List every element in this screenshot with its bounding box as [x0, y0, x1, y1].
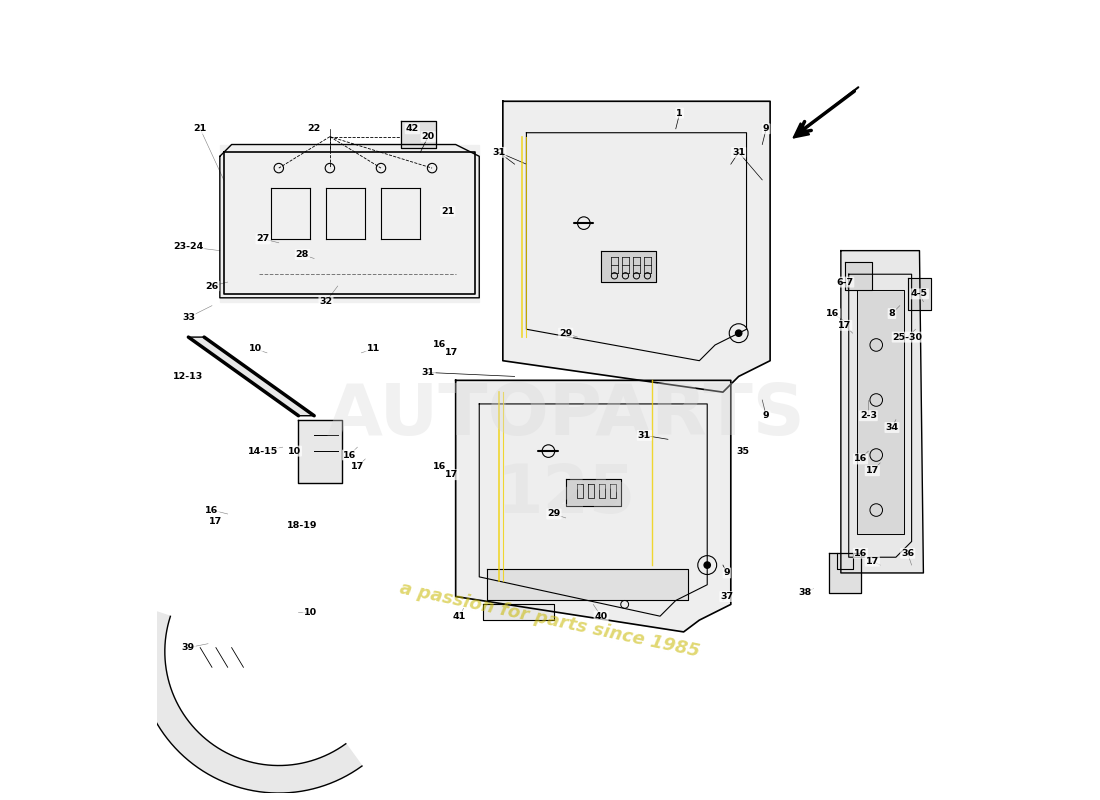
- Text: 17: 17: [209, 518, 222, 526]
- Text: 31: 31: [638, 431, 651, 440]
- Polygon shape: [601, 250, 656, 282]
- Text: 125: 125: [496, 462, 636, 527]
- Polygon shape: [455, 380, 730, 632]
- Polygon shape: [400, 121, 436, 149]
- Text: 16: 16: [343, 450, 356, 459]
- Text: 6-7: 6-7: [836, 278, 854, 286]
- Text: 14-15: 14-15: [248, 446, 278, 455]
- Text: 32: 32: [319, 298, 332, 306]
- Text: 35: 35: [736, 446, 749, 455]
- Text: 21: 21: [441, 207, 454, 216]
- Text: 17: 17: [446, 348, 459, 358]
- Text: 16: 16: [854, 454, 867, 463]
- Text: 16: 16: [854, 549, 867, 558]
- Circle shape: [736, 330, 741, 336]
- Text: 8: 8: [889, 309, 895, 318]
- Text: 41: 41: [453, 612, 466, 621]
- Text: 2-3: 2-3: [860, 411, 877, 420]
- Text: 38: 38: [799, 588, 812, 597]
- Text: 31: 31: [421, 368, 434, 377]
- Text: 10: 10: [249, 345, 262, 354]
- Text: 34: 34: [886, 423, 899, 432]
- Polygon shape: [503, 102, 770, 392]
- Polygon shape: [845, 262, 872, 290]
- Text: 40: 40: [594, 612, 607, 621]
- Text: 25-30: 25-30: [893, 333, 923, 342]
- Polygon shape: [840, 250, 923, 573]
- Text: 9: 9: [763, 124, 770, 134]
- Text: 1: 1: [676, 109, 683, 118]
- Text: 17: 17: [866, 466, 879, 475]
- Text: 11: 11: [366, 345, 379, 354]
- Text: 16: 16: [433, 462, 447, 471]
- Text: 26: 26: [206, 282, 219, 290]
- Polygon shape: [487, 569, 688, 601]
- Text: 36: 36: [901, 549, 914, 558]
- Text: 23-24: 23-24: [174, 242, 204, 251]
- Polygon shape: [298, 420, 342, 482]
- Text: 10: 10: [288, 446, 301, 455]
- Text: AUTOPARTS: AUTOPARTS: [327, 382, 805, 450]
- Text: 33: 33: [182, 313, 195, 322]
- Text: 16: 16: [826, 309, 839, 318]
- Polygon shape: [483, 604, 554, 620]
- Text: 31: 31: [733, 148, 745, 157]
- Text: 17: 17: [866, 557, 879, 566]
- Text: 4-5: 4-5: [911, 290, 928, 298]
- Polygon shape: [565, 478, 620, 506]
- Text: 20: 20: [421, 132, 434, 141]
- Text: 9: 9: [763, 411, 770, 420]
- Text: 18-19: 18-19: [287, 522, 318, 530]
- Text: 29: 29: [559, 329, 572, 338]
- Polygon shape: [188, 337, 315, 416]
- Text: 16: 16: [206, 506, 219, 514]
- Polygon shape: [220, 145, 480, 302]
- Text: 29: 29: [548, 510, 561, 518]
- Polygon shape: [138, 608, 362, 793]
- Text: 28: 28: [296, 250, 309, 259]
- Polygon shape: [857, 290, 904, 534]
- Text: 21: 21: [194, 124, 207, 134]
- Text: 39: 39: [182, 643, 195, 652]
- Text: 12-13: 12-13: [174, 372, 204, 381]
- Text: 42: 42: [406, 124, 419, 134]
- Text: 22: 22: [308, 124, 321, 134]
- Polygon shape: [908, 278, 932, 310]
- Circle shape: [704, 562, 711, 568]
- Text: a passion for parts since 1985: a passion for parts since 1985: [398, 579, 702, 661]
- Text: 31: 31: [493, 148, 506, 157]
- Text: 10: 10: [304, 608, 317, 617]
- Text: 37: 37: [720, 592, 734, 601]
- Text: 17: 17: [446, 470, 459, 479]
- Polygon shape: [829, 554, 860, 593]
- Text: 16: 16: [433, 341, 447, 350]
- Text: 27: 27: [256, 234, 270, 243]
- Text: 17: 17: [351, 462, 364, 471]
- Text: 17: 17: [838, 321, 851, 330]
- Text: 9: 9: [724, 569, 730, 578]
